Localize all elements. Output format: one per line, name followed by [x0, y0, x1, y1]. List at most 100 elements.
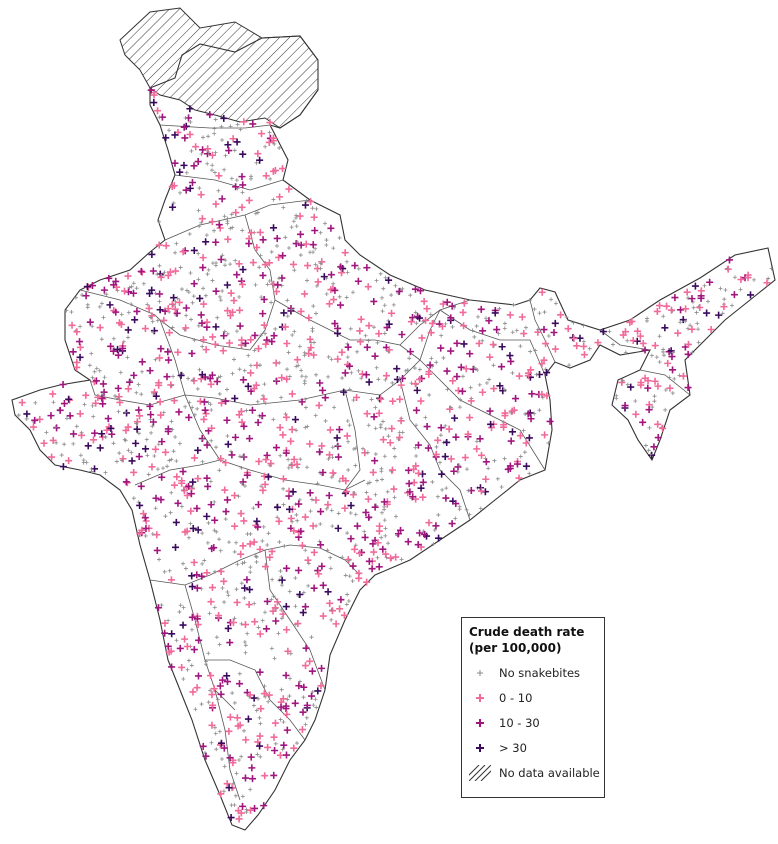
district-marker [197, 375, 205, 383]
district-marker [256, 156, 264, 164]
district-marker [303, 425, 308, 430]
district-marker [229, 759, 237, 767]
district-marker [413, 310, 418, 315]
district-marker [222, 329, 227, 334]
district-marker [300, 683, 308, 691]
district-marker [252, 601, 257, 606]
district-marker [155, 467, 160, 472]
district-marker [248, 570, 253, 575]
district-marker [275, 253, 283, 261]
district-marker [251, 618, 259, 626]
district-marker [235, 122, 240, 127]
district-marker [181, 605, 186, 610]
district-marker [137, 482, 145, 490]
district-marker [152, 453, 157, 458]
district-marker [651, 377, 659, 385]
district-marker [410, 479, 418, 487]
district-marker [288, 461, 296, 469]
district-marker [671, 350, 676, 355]
district-marker [173, 435, 178, 440]
district-marker [283, 235, 288, 240]
district-marker [156, 219, 161, 224]
district-marker [423, 305, 431, 313]
district-marker [254, 708, 259, 713]
district-marker [385, 346, 393, 354]
district-marker [217, 294, 222, 299]
district-marker [203, 569, 211, 577]
district-marker [179, 504, 184, 509]
district-marker [271, 719, 279, 727]
district-marker [457, 463, 462, 468]
district-marker [429, 356, 434, 361]
district-marker [310, 206, 315, 211]
district-marker [537, 311, 542, 316]
district-marker [240, 517, 248, 525]
district-marker [192, 338, 197, 343]
district-marker [678, 320, 683, 325]
district-marker [85, 305, 90, 310]
district-marker [261, 772, 269, 780]
district-marker [224, 387, 229, 392]
district-marker [215, 697, 220, 702]
district-marker [387, 554, 395, 562]
district-marker [356, 327, 364, 335]
district-marker [196, 251, 201, 256]
district-marker [344, 259, 349, 264]
district-marker [485, 317, 493, 325]
district-marker [725, 256, 733, 264]
district-marker [667, 375, 672, 380]
district-marker [139, 369, 144, 374]
district-marker [312, 496, 320, 504]
district-marker [542, 310, 547, 315]
district-marker [60, 400, 68, 408]
district-marker [335, 426, 343, 434]
district-marker [307, 198, 315, 206]
district-marker [223, 496, 231, 504]
district-marker [306, 489, 314, 497]
district-marker [171, 449, 176, 454]
district-marker [196, 208, 201, 213]
district-marker [476, 435, 484, 443]
district-marker [174, 241, 179, 246]
district-marker [382, 331, 387, 336]
district-marker [369, 468, 377, 476]
district-marker [267, 279, 272, 284]
district-marker [587, 346, 592, 351]
district-marker [224, 307, 232, 315]
district-marker [185, 413, 193, 421]
district-marker [621, 402, 629, 410]
district-marker [392, 454, 397, 459]
district-marker [268, 176, 273, 181]
district-marker [232, 183, 240, 191]
district-marker [273, 326, 278, 331]
district-marker [99, 400, 107, 408]
district-marker [295, 500, 303, 508]
district-marker [347, 423, 352, 428]
district-marker [311, 304, 316, 309]
district-marker [161, 410, 166, 415]
district-marker [122, 437, 127, 442]
district-marker [246, 435, 254, 443]
district-marker [542, 340, 550, 348]
district-marker [356, 549, 364, 557]
district-marker [310, 328, 315, 333]
district-marker [254, 150, 262, 158]
district-marker [752, 277, 757, 282]
district-marker [653, 307, 661, 315]
district-marker [227, 289, 235, 297]
district-marker [295, 566, 303, 574]
district-marker [16, 413, 21, 418]
district-marker [229, 308, 237, 316]
district-marker [283, 375, 291, 383]
district-marker [688, 325, 696, 333]
district-marker [278, 374, 286, 382]
district-marker [364, 490, 369, 495]
district-marker [246, 353, 251, 358]
district-marker [690, 350, 695, 355]
district-marker [357, 315, 365, 323]
district-marker [459, 308, 467, 316]
district-marker [199, 254, 207, 262]
district-marker [379, 466, 384, 471]
district-marker [311, 250, 316, 255]
district-marker [208, 151, 216, 159]
